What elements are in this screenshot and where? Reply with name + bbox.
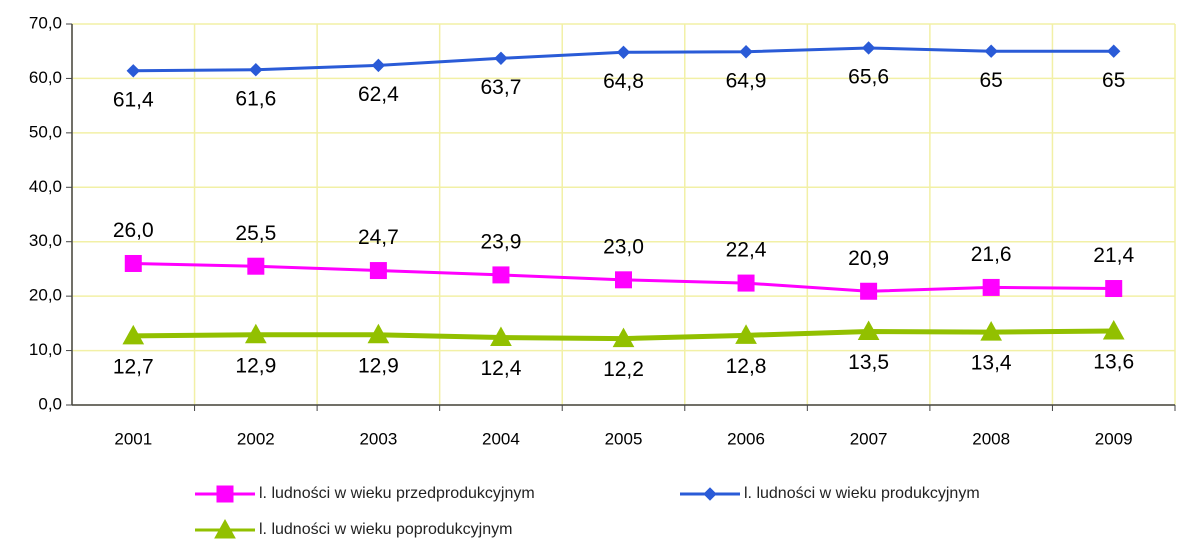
y-tick-label: 10,0	[29, 340, 62, 359]
value-label: 64,8	[603, 70, 644, 93]
legend-marker	[214, 518, 236, 539]
legend-label: l. ludności w wieku poprodukcyjnym	[259, 521, 512, 538]
point	[615, 271, 632, 289]
value-label: 13,6	[1093, 351, 1134, 374]
value-label: 13,4	[971, 352, 1012, 375]
legend-marker	[216, 485, 234, 503]
value-label: 23,9	[481, 230, 522, 253]
point	[124, 254, 142, 272]
point	[126, 64, 140, 78]
point	[612, 327, 635, 348]
point	[494, 51, 508, 65]
x-tick-label: 2004	[482, 429, 520, 448]
x-tick-label: 2003	[359, 429, 397, 448]
x-tick-label: 2001	[114, 429, 152, 448]
point	[982, 278, 1000, 296]
point	[984, 44, 998, 58]
point	[857, 320, 880, 341]
value-label: 25,5	[235, 222, 276, 245]
y-tick-label: 20,0	[29, 286, 62, 305]
point	[247, 257, 265, 275]
x-tick-label: 2002	[237, 429, 275, 448]
value-label: 64,9	[726, 69, 767, 92]
y-tick-label: 30,0	[29, 231, 62, 250]
value-label: 61,6	[235, 87, 276, 110]
legend-label: l. ludności w wieku przedprodukcyjnym	[259, 485, 535, 502]
point	[737, 274, 755, 292]
point	[244, 323, 267, 344]
point	[367, 323, 390, 344]
value-label: 12,4	[481, 357, 522, 380]
value-label: 24,7	[358, 226, 399, 249]
x-tick-label: 2009	[1095, 429, 1133, 448]
value-label: 12,2	[603, 358, 644, 381]
point	[1107, 44, 1121, 58]
y-tick-label: 0,0	[38, 394, 62, 413]
point	[980, 321, 1003, 341]
value-label: 63,7	[481, 76, 522, 99]
value-label: 21,6	[971, 243, 1012, 266]
value-label: 26,0	[113, 219, 154, 242]
point	[739, 45, 753, 59]
value-label: 12,7	[113, 355, 154, 378]
value-label: 61,4	[113, 88, 154, 111]
value-label: 21,4	[1093, 244, 1134, 267]
y-tick-label: 50,0	[29, 122, 62, 141]
x-tick-label: 2007	[850, 429, 888, 448]
legend-marker	[703, 487, 717, 501]
point	[860, 282, 878, 300]
point	[861, 41, 876, 55]
y-tick-label: 60,0	[29, 68, 62, 87]
y-tick-label: 40,0	[29, 177, 62, 196]
value-label: 12,8	[726, 355, 767, 378]
value-label: 62,4	[358, 83, 399, 106]
x-tick-label: 2005	[605, 429, 643, 448]
point	[1105, 280, 1123, 298]
legend-label: l. ludności w wieku produkcyjnym	[744, 485, 980, 502]
value-label: 65	[1102, 69, 1125, 92]
point	[616, 45, 631, 60]
point	[735, 324, 757, 344]
value-label: 23,0	[603, 235, 644, 258]
value-label: 20,9	[848, 247, 889, 270]
value-label: 13,5	[848, 351, 889, 374]
point	[371, 58, 386, 73]
point	[369, 262, 387, 280]
value-label: 12,9	[358, 354, 399, 377]
point	[1102, 319, 1125, 340]
point	[249, 63, 263, 77]
value-label: 65,6	[848, 65, 889, 88]
value-label: 65	[979, 69, 1002, 92]
x-tick-label: 2006	[727, 429, 765, 448]
x-tick-label: 2008	[972, 429, 1010, 448]
point	[122, 324, 145, 345]
point	[490, 326, 512, 347]
value-label: 12,9	[235, 354, 276, 377]
value-label: 22,4	[726, 239, 767, 262]
point	[492, 266, 510, 284]
y-tick-label: 70,0	[29, 13, 62, 32]
